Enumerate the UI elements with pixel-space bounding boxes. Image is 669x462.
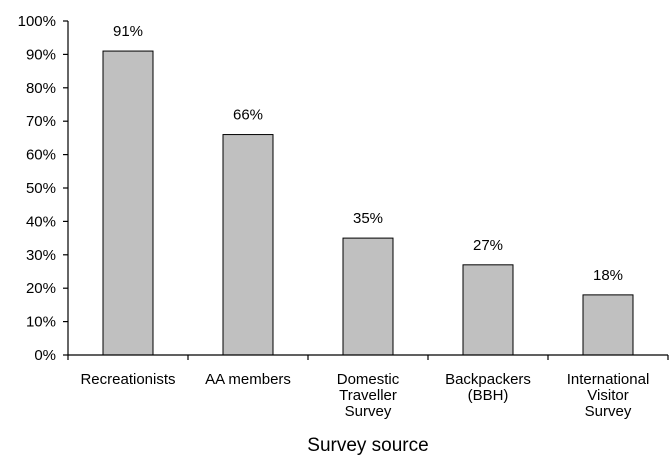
y-tick-label: 70%	[26, 113, 56, 130]
bar-value-label: 91%	[113, 23, 143, 40]
category-label-line: Survey	[345, 403, 392, 420]
bar	[462, 264, 514, 356]
category-label-line: AA members	[205, 371, 291, 388]
bars-group	[102, 50, 634, 356]
y-tick-label: 50%	[26, 180, 56, 197]
category-label-line: Traveller	[339, 387, 397, 404]
y-tick-label: 90%	[26, 46, 56, 63]
category-label: Backpackers (BBH)	[445, 371, 531, 404]
bar	[582, 294, 634, 356]
category-label: International Visitor Survey	[567, 371, 650, 420]
category-label-line: Backpackers	[445, 371, 531, 388]
category-label-line: Survey	[585, 403, 632, 420]
y-tick-label: 30%	[26, 247, 56, 264]
y-tick-label: 0%	[34, 347, 56, 364]
y-axis-ticks: 0% 10% 20% 30% 40% 50% 60% 70% 80% 90% 100%	[18, 13, 68, 364]
bar-value-label: 66%	[233, 107, 263, 124]
bar	[342, 237, 394, 356]
y-tick-label: 100%	[18, 13, 56, 30]
category-label: Recreationists	[80, 371, 175, 388]
category-label-line: International	[567, 371, 650, 388]
category-label: Domestic Traveller Survey	[337, 371, 400, 420]
y-tick-label: 40%	[26, 213, 56, 230]
bar-value-label: 18%	[593, 267, 623, 284]
category-label-line: Domestic	[337, 371, 400, 388]
y-tick-label: 10%	[26, 314, 56, 331]
y-tick-label: 80%	[26, 80, 56, 97]
x-axis-title: Survey source	[307, 435, 428, 456]
bar	[222, 134, 274, 356]
y-tick-label: 20%	[26, 280, 56, 297]
x-axis-ticks	[67, 355, 669, 360]
bar-value-label: 35%	[353, 210, 383, 227]
category-label-line: (BBH)	[468, 387, 509, 404]
bar	[102, 50, 154, 356]
category-label-line: Visitor	[587, 387, 628, 404]
data-labels-group: 91% 66% 35% 27% 18%	[113, 23, 623, 284]
category-label: AA members	[205, 371, 291, 388]
category-labels-group: Recreationists AA members Domestic Travelle…	[80, 371, 649, 420]
bar-value-label: 27%	[473, 237, 503, 254]
y-tick-label: 60%	[26, 147, 56, 164]
category-label-line: Recreationists	[80, 371, 175, 388]
